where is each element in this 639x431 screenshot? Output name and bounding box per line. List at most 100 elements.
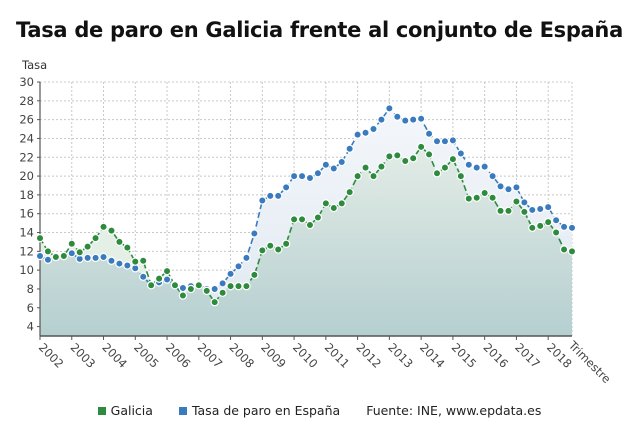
data-point[interactable] bbox=[170, 281, 180, 290]
data-point[interactable] bbox=[43, 255, 53, 264]
data-point[interactable] bbox=[67, 239, 76, 249]
data-point[interactable] bbox=[567, 247, 577, 256]
data-point[interactable] bbox=[361, 163, 370, 172]
data-point[interactable] bbox=[43, 247, 53, 256]
data-point[interactable] bbox=[551, 228, 561, 237]
data-point[interactable] bbox=[123, 243, 132, 252]
data-point[interactable] bbox=[289, 171, 299, 181]
data-point[interactable] bbox=[154, 274, 164, 283]
data-point[interactable] bbox=[520, 198, 529, 207]
data-point[interactable] bbox=[242, 253, 251, 263]
data-point[interactable] bbox=[305, 173, 315, 183]
data-point[interactable] bbox=[242, 281, 251, 291]
data-point[interactable] bbox=[432, 169, 442, 178]
data-point[interactable] bbox=[448, 154, 458, 164]
data-point[interactable] bbox=[123, 261, 132, 270]
data-point[interactable] bbox=[416, 114, 426, 123]
data-point[interactable] bbox=[297, 171, 307, 181]
data-point[interactable] bbox=[416, 142, 426, 152]
legend-item-espana[interactable]: Tasa de paro en España bbox=[178, 403, 340, 418]
data-point[interactable] bbox=[567, 223, 577, 233]
data-point[interactable] bbox=[83, 242, 92, 251]
data-point[interactable] bbox=[99, 252, 108, 262]
data-point[interactable] bbox=[305, 220, 315, 230]
data-point[interactable] bbox=[258, 246, 267, 255]
data-point[interactable] bbox=[408, 115, 418, 124]
data-point[interactable] bbox=[321, 199, 331, 208]
data-point[interactable] bbox=[369, 171, 378, 181]
data-point[interactable] bbox=[218, 279, 227, 288]
data-point[interactable] bbox=[401, 116, 410, 125]
data-point[interactable] bbox=[528, 223, 537, 233]
data-point[interactable] bbox=[91, 233, 100, 243]
data-point[interactable] bbox=[559, 222, 569, 232]
data-point[interactable] bbox=[91, 253, 100, 263]
data-point[interactable] bbox=[281, 183, 291, 192]
data-point[interactable] bbox=[488, 193, 497, 202]
data-point[interactable] bbox=[250, 270, 259, 280]
data-point[interactable] bbox=[496, 206, 505, 216]
data-point[interactable] bbox=[51, 252, 61, 262]
data-point[interactable] bbox=[385, 152, 394, 161]
data-point[interactable] bbox=[536, 204, 545, 214]
data-point[interactable] bbox=[313, 169, 323, 178]
data-point[interactable] bbox=[266, 241, 275, 250]
data-point[interactable] bbox=[512, 183, 521, 192]
data-point[interactable] bbox=[329, 203, 338, 213]
data-point[interactable] bbox=[321, 160, 331, 169]
data-point[interactable] bbox=[504, 206, 513, 216]
data-point[interactable] bbox=[520, 207, 529, 217]
data-point[interactable] bbox=[202, 286, 211, 296]
data-point[interactable] bbox=[345, 187, 354, 197]
data-point[interactable] bbox=[210, 297, 219, 307]
data-point[interactable] bbox=[234, 281, 243, 291]
data-point[interactable] bbox=[472, 193, 481, 202]
data-point[interactable] bbox=[377, 115, 386, 124]
data-point[interactable] bbox=[146, 281, 156, 290]
data-point[interactable] bbox=[472, 163, 481, 172]
data-point[interactable] bbox=[424, 150, 434, 159]
data-point[interactable] bbox=[353, 171, 362, 181]
data-point[interactable] bbox=[162, 275, 172, 284]
data-point[interactable] bbox=[448, 136, 458, 145]
data-point[interactable] bbox=[440, 137, 450, 146]
data-point[interactable] bbox=[345, 144, 354, 153]
data-point[interactable] bbox=[488, 171, 497, 181]
data-point[interactable] bbox=[178, 291, 188, 300]
data-point[interactable] bbox=[464, 160, 473, 169]
data-point[interactable] bbox=[480, 162, 489, 171]
data-point[interactable] bbox=[424, 129, 434, 138]
data-point[interactable] bbox=[512, 197, 521, 206]
data-point[interactable] bbox=[504, 185, 513, 194]
data-point[interactable] bbox=[464, 194, 473, 203]
data-point[interactable] bbox=[313, 213, 323, 222]
data-point[interactable] bbox=[393, 151, 402, 160]
data-point[interactable] bbox=[83, 253, 92, 263]
data-point[interactable] bbox=[289, 215, 299, 224]
legend-item-galicia[interactable]: Galicia bbox=[97, 403, 153, 418]
data-point[interactable] bbox=[337, 157, 346, 167]
data-point[interactable] bbox=[139, 256, 148, 265]
data-point[interactable] bbox=[258, 196, 267, 205]
data-point[interactable] bbox=[536, 221, 545, 231]
data-point[interactable] bbox=[218, 288, 227, 297]
data-point[interactable] bbox=[456, 171, 466, 181]
data-point[interactable] bbox=[297, 215, 307, 224]
data-point[interactable] bbox=[329, 164, 338, 173]
data-point[interactable] bbox=[353, 130, 362, 139]
data-point[interactable] bbox=[35, 233, 45, 243]
data-point[interactable] bbox=[440, 163, 450, 172]
data-point[interactable] bbox=[543, 217, 553, 227]
data-point[interactable] bbox=[281, 239, 291, 249]
data-point[interactable] bbox=[369, 124, 378, 134]
data-point[interactable] bbox=[186, 284, 196, 294]
data-point[interactable] bbox=[528, 205, 537, 215]
data-point[interactable] bbox=[226, 269, 235, 279]
data-point[interactable] bbox=[456, 149, 466, 158]
data-point[interactable] bbox=[210, 284, 219, 294]
data-point[interactable] bbox=[107, 226, 116, 235]
data-point[interactable] bbox=[234, 262, 243, 271]
data-point[interactable] bbox=[401, 156, 410, 166]
data-point[interactable] bbox=[393, 112, 402, 122]
data-point[interactable] bbox=[496, 182, 505, 191]
